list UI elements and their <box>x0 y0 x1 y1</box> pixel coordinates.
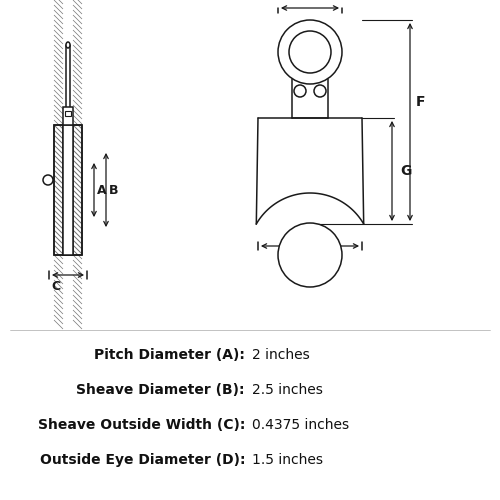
Circle shape <box>278 20 342 84</box>
Text: 2 inches: 2 inches <box>252 348 310 362</box>
Text: A: A <box>97 184 106 196</box>
Text: B: B <box>109 184 118 196</box>
Circle shape <box>43 175 53 185</box>
Ellipse shape <box>66 42 70 48</box>
Text: Pitch Diameter (A):: Pitch Diameter (A): <box>94 348 245 362</box>
Bar <box>63 125 73 255</box>
Text: 0.4375 inches: 0.4375 inches <box>252 418 349 432</box>
Text: 1.5 inches: 1.5 inches <box>252 453 323 467</box>
Circle shape <box>278 223 342 287</box>
Text: G: G <box>400 164 411 178</box>
Text: H: H <box>304 251 316 265</box>
Text: 2.5 inches: 2.5 inches <box>252 383 323 397</box>
Text: C: C <box>52 280 60 293</box>
Text: Sheave Outside Width (C):: Sheave Outside Width (C): <box>38 418 245 432</box>
Bar <box>63 107 73 125</box>
Bar <box>54 125 63 255</box>
Bar <box>54 125 82 255</box>
Text: Outside Eye Diameter (D):: Outside Eye Diameter (D): <box>40 453 245 467</box>
Circle shape <box>294 85 306 97</box>
Bar <box>73 125 82 255</box>
Bar <box>63 125 73 255</box>
Text: F: F <box>416 95 426 109</box>
Circle shape <box>289 31 331 73</box>
Bar <box>65 111 71 116</box>
Circle shape <box>314 85 326 97</box>
Bar <box>54 125 82 255</box>
Text: Sheave Diameter (B):: Sheave Diameter (B): <box>76 383 245 397</box>
